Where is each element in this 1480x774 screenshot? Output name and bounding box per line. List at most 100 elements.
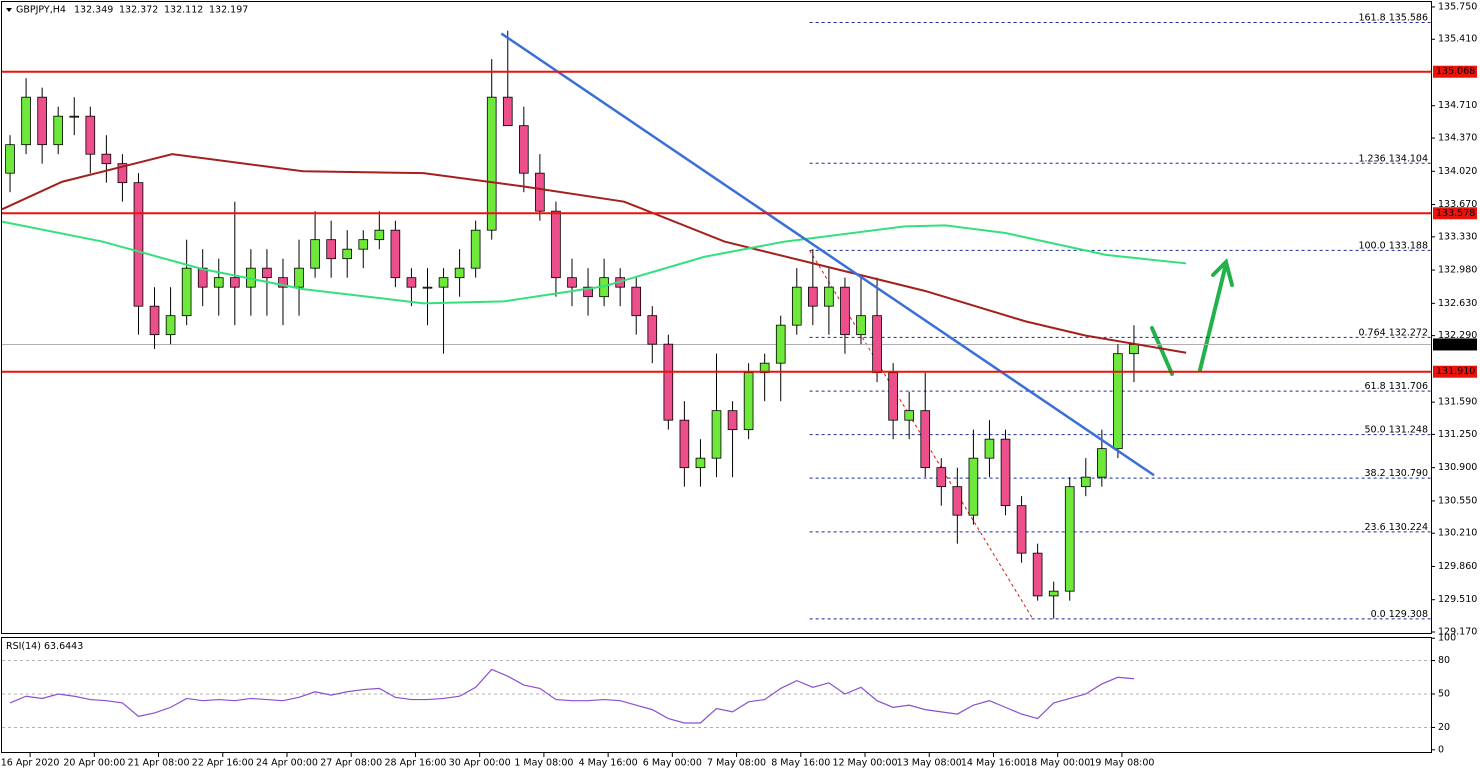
header-value: 132.112 [164,5,203,16]
y-tick-label: 131.250 [1438,429,1477,440]
candle-body [422,286,433,289]
candle-body [551,210,561,279]
candle-body [936,467,947,488]
candle-body [229,277,240,288]
candle-body [358,239,369,250]
y-tick-label: 20 [1438,722,1450,733]
fib-price: 130.790 [1389,468,1428,479]
fib-label: 0.0 129.308 [1371,608,1428,619]
fib-level: 38.2 [1365,468,1386,479]
y-tick-label: 134.710 [1438,100,1477,111]
fib-level: 161.8 [1358,12,1385,23]
candle-body [920,410,931,469]
chart-header: GBPJPY,H4 [16,5,66,16]
candle-body [133,182,144,307]
candle-body [775,324,786,364]
price-panel-frame [1,1,1432,634]
candle-body [1129,344,1139,355]
x-tick-label: 8 May 16:00 [771,758,830,769]
candle-body [1032,552,1043,597]
fib-price: 131.706 [1389,381,1428,392]
fib-price: 129.308 [1389,608,1428,619]
candle-body [502,96,513,127]
moving-average [1,220,1187,305]
rsi-line [9,668,1135,724]
fib-label: 23.6 130.224 [1365,521,1428,532]
candle-body [486,96,497,231]
x-tick-label: 12 May 00:00 [832,758,897,769]
x-tick-label: 1 May 08:00 [514,758,573,769]
x-tick-label: 13 May 08:00 [897,758,962,769]
candle-body [1048,590,1059,597]
candle-body [1097,448,1107,478]
candle-body [1080,476,1091,488]
candle-body [952,486,963,516]
fib-level: 23.6 [1365,521,1386,532]
candle-body [149,305,160,336]
x-tick-label: 16 Apr 2020 [1,758,60,769]
y-tick-label: 131.590 [1438,397,1477,408]
y-tick-label: 132.980 [1438,265,1477,276]
candle-body [984,438,995,459]
fib-price: 131.248 [1389,424,1428,435]
candle-body [454,267,465,279]
candle-body [535,172,545,212]
candle-body [262,267,272,279]
fib-level: 61.8 [1365,381,1386,392]
y-tick-label: 132.290 [1438,330,1477,341]
fib-label: 0.764 132.272 [1358,327,1428,338]
candle-body [663,343,674,421]
candle-body [888,372,898,421]
candle-body [278,277,288,288]
fib-label: 100.0 133.188 [1358,240,1428,251]
fib-level: 100.0 [1358,240,1385,251]
current-price-label: 132.197 [1436,339,1475,350]
x-tick-label: 14 May 16:00 [961,758,1026,769]
fib-price: 130.224 [1389,521,1428,532]
candle-body [342,248,353,260]
fib-price: 133.188 [1389,240,1428,251]
y-tick-label: 129.510 [1438,594,1477,605]
fib-price: 132.272 [1389,327,1428,338]
candle-body [1000,438,1011,507]
fib-label: 161.8 135.586 [1358,12,1428,23]
candle-body [567,277,577,288]
x-tick-label: 21 Apr 08:00 [128,758,190,769]
candle-body [824,286,834,307]
x-tick-label: 30 Apr 00:00 [449,758,511,769]
y-tick-label: 80 [1438,655,1450,666]
candle-body [470,229,481,269]
candle-body [197,267,208,288]
y-tick-label: 134.020 [1438,166,1477,177]
candle-body [1064,486,1075,592]
fib-label: 61.8 131.706 [1365,381,1428,392]
y-tick-label: 132.630 [1438,298,1477,309]
candle-body [631,286,642,317]
candle-body [438,277,449,288]
y-tick-label: 50 [1438,688,1450,699]
y-tick-label: 133.670 [1438,199,1477,210]
candle-body [85,115,96,155]
y-tick-label: 0 [1438,744,1444,755]
y-tick-label: 129.860 [1438,561,1477,572]
candle-body [904,410,914,421]
candle-body [711,410,722,459]
candle-body [695,457,706,469]
candle-body [840,286,850,336]
candle-body [390,229,401,279]
candle-body [21,96,31,146]
rsi-label: RSI(14) 63.6443 [6,641,83,652]
candle-body [808,286,818,307]
candle-body [406,277,417,288]
candle-body [968,457,979,516]
candle-body [117,163,128,184]
x-tick-label: 7 May 08:00 [707,758,766,769]
y-tick-label: 130.900 [1438,462,1477,473]
level-label: 135.068 [1436,66,1475,77]
x-tick-label: 4 May 16:00 [579,758,638,769]
level-label: 131.910 [1436,366,1475,377]
candle-body [679,419,690,469]
candle-body [53,115,64,146]
